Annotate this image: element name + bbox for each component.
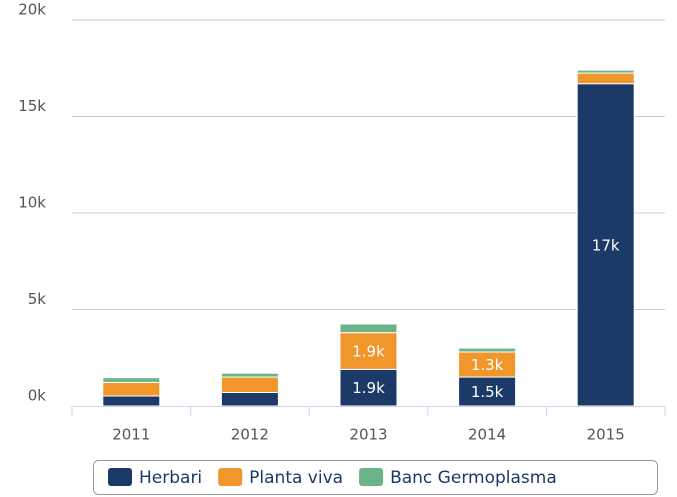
data-label: 1.3k [471, 356, 504, 374]
y-tick-label: 15k [18, 97, 46, 115]
legend-label: Herbari [139, 468, 202, 488]
bar-segment [102, 377, 161, 383]
bar-segment [576, 69, 635, 74]
bar-segment [339, 332, 398, 370]
x-tick-label: 2012 [231, 426, 269, 444]
y-tick-label: 20k [18, 1, 46, 19]
legend-label: Banc Germoplasma [390, 468, 557, 488]
bar-segment [339, 323, 398, 334]
bar-segment [220, 376, 279, 393]
legend-label: Planta viva [249, 468, 343, 488]
y-tick-label: 5k [28, 290, 47, 308]
data-label: 1.9k [352, 342, 385, 360]
bar-segment [102, 395, 161, 407]
y-tick-label: 10k [18, 194, 46, 212]
legend-swatch [359, 468, 384, 486]
bar-segment [458, 351, 517, 378]
data-label: 1.5k [471, 383, 504, 401]
x-tick-label: 2011 [112, 426, 150, 444]
bar-segment [339, 368, 398, 407]
legend-swatch [108, 468, 132, 486]
bar-segment [102, 381, 161, 397]
x-tick-label: 2013 [349, 426, 387, 444]
legend: Herbari Planta viva Banc Germoplasma [93, 460, 658, 495]
x-tick-label: 2015 [587, 426, 625, 444]
y-tick-label: 0k [28, 387, 47, 405]
bar-segment [220, 391, 279, 407]
x-tick-label: 2014 [468, 426, 506, 444]
legend-swatch [218, 468, 243, 486]
bar-segment [576, 72, 635, 85]
bar-segment [220, 372, 279, 378]
bar-segment [458, 347, 517, 353]
data-label: 1.9k [352, 379, 385, 397]
bar-segment [576, 83, 635, 407]
data-label: 17k [592, 236, 620, 254]
